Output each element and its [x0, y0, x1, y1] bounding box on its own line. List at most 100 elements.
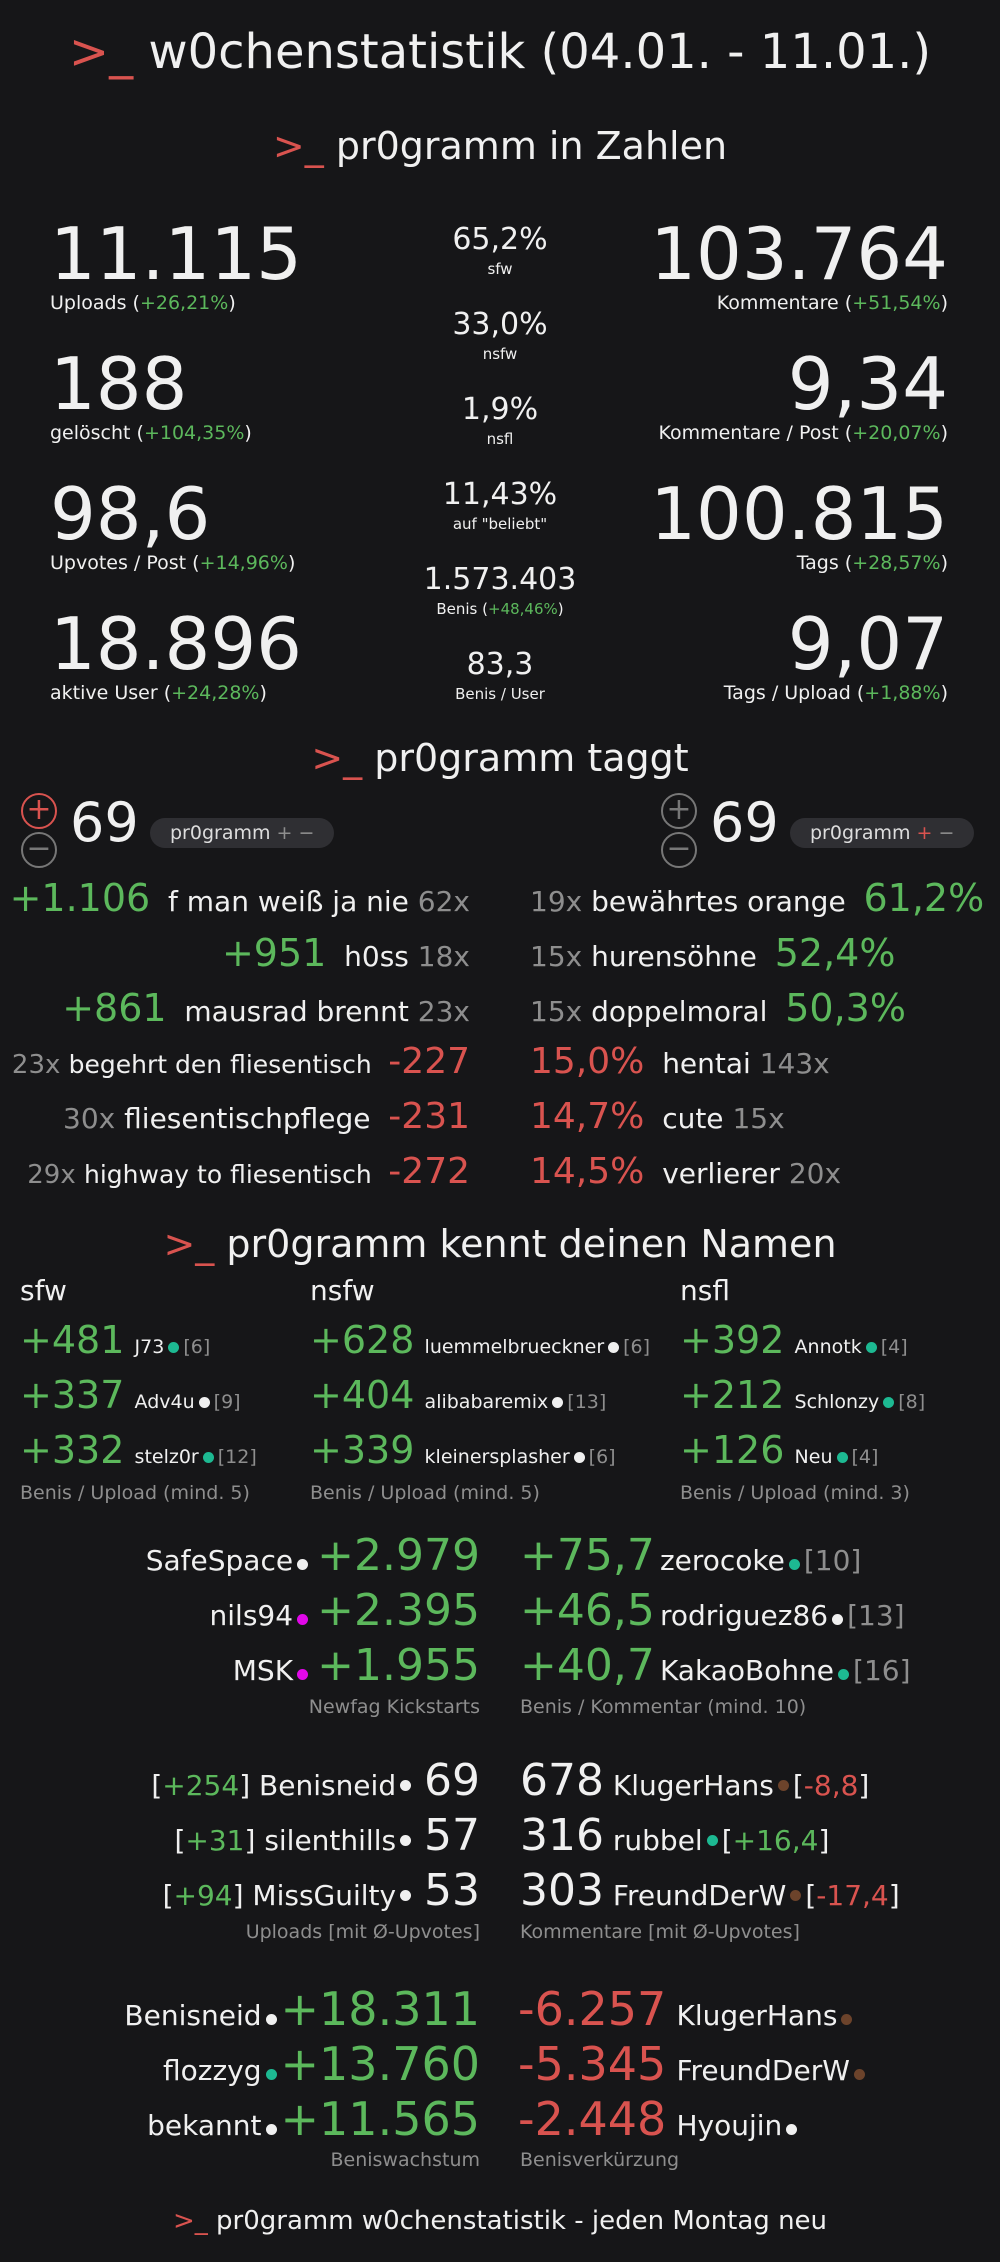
stat-benis-user-label: Benis / User	[455, 685, 545, 703]
user-status-icon	[400, 1835, 412, 1846]
stat-uploads-label: Uploads (+26,21%)	[50, 292, 236, 314]
tag-pill[interactable]: pr0gramm + −	[790, 818, 975, 848]
user-row: +481 J73 [6]	[20, 1318, 211, 1362]
stat-benis-label: Benis (+48,46%)	[436, 600, 564, 618]
namen-nsfw-caption: Benis / Upload (mind. 5)	[310, 1482, 540, 1504]
user-status-icon	[265, 2013, 277, 2025]
user-row: +332 stelz0r [12]	[20, 1428, 257, 1472]
user-status-icon	[297, 1613, 309, 1625]
user-status-icon	[573, 1451, 585, 1463]
benis-kommentar-row: +46,5 rodriguez86 [13]	[520, 1585, 905, 1636]
user-status-icon	[777, 1780, 789, 1791]
user-status-icon	[883, 1396, 895, 1408]
stat-kommentare-value: 103.764	[650, 212, 948, 296]
tag-row-left: +951 h0ss 18x	[221, 931, 470, 975]
user-status-icon	[838, 1668, 850, 1680]
user-status-icon	[168, 1341, 180, 1353]
stat-aktive-user-value: 18.896	[50, 602, 302, 686]
stat-tags-label: Tags (+28,57%)	[796, 552, 948, 574]
user-status-icon	[198, 1396, 210, 1408]
wachstum-row: Benisneid +18.311	[124, 1982, 480, 2036]
user-status-icon	[841, 2013, 853, 2025]
section-namen-heading: >_ pr0gramm kennt deinen Namen	[163, 1222, 837, 1266]
upvote-icon[interactable]: +	[661, 793, 697, 829]
tag-row-left: 30x fliesentischpflege -231	[63, 1096, 470, 1137]
stat-nsfw-value: 33,0%	[452, 307, 548, 342]
stat-nsfl-label: nsfl	[486, 430, 514, 448]
stat-sfw-value: 65,2%	[452, 222, 548, 257]
kommentare-rank-caption: Kommentare [mit Ø-Upvotes]	[520, 1921, 800, 1943]
verkuerzung-row: -6.257 KlugerHans	[518, 1982, 856, 2036]
uploads-rank-caption: Uploads [mit Ø-Upvotes]	[245, 1921, 480, 1943]
user-row: +337 Adv4u [9]	[20, 1373, 241, 1417]
stat-tags-upload-value: 9,07	[787, 602, 948, 686]
user-status-icon	[788, 1558, 800, 1570]
stat-benis-value: 1.573.403	[423, 562, 577, 597]
stat-upvotes-post-label: Upvotes / Post (+14,96%)	[50, 552, 296, 574]
stat-kommentare-label: Kommentare (+51,54%)	[716, 292, 948, 314]
kommentare-rank-row: 316 rubbel [+16,4]	[520, 1810, 830, 1861]
stat-benis-user-value: 83,3	[466, 647, 534, 682]
user-status-icon	[706, 1835, 718, 1846]
kickstarts-caption: Newfag Kickstarts	[308, 1696, 480, 1718]
tag-row-right: 14,7% cute 15x	[530, 1096, 785, 1137]
namen-nsfl-caption: Benis / Upload (mind. 3)	[680, 1482, 910, 1504]
user-status-icon	[853, 2068, 865, 2080]
tag-row-right: 15,0% hentai 143x	[530, 1041, 830, 1082]
stat-tags-upload-label: Tags / Upload (+1,88%)	[723, 682, 948, 704]
user-status-icon	[400, 1780, 412, 1791]
tag-row-left: 23x begehrt den fliesentisch -227	[11, 1041, 470, 1082]
benis-kommentar-row: +40,7 KakaoBohne [16]	[520, 1640, 911, 1691]
stat-aktive-user-label: aktive User (+24,28%)	[50, 682, 267, 704]
user-status-icon	[265, 2123, 277, 2135]
user-status-icon	[836, 1451, 848, 1463]
namen-nsfl-title: nsfl	[680, 1274, 730, 1307]
user-row: +339 kleinersplasher [6]	[310, 1428, 616, 1472]
tag-vote-count: 69	[710, 791, 779, 854]
wachstum-caption: Beniswachstum	[330, 2149, 480, 2171]
tag-row-right: 14,5% verlierer 20x	[530, 1151, 842, 1192]
user-row: +392 Annotk [4]	[680, 1318, 908, 1362]
user-row: +404 alibabaremix [13]	[310, 1373, 607, 1417]
user-row: +212 Schlonzy [8]	[680, 1373, 926, 1417]
stat-beliebt-value: 11,43%	[442, 477, 558, 512]
user-status-icon	[790, 1890, 802, 1901]
tag-row-right: 15x hurensöhne 52,4%	[530, 931, 896, 975]
benis-kommentar-caption: Benis / Kommentar (mind. 10)	[520, 1696, 807, 1718]
benis-kommentar-row: +75,7 zerocoke [10]	[520, 1530, 862, 1581]
wachstum-row: flozzyg +13.760	[162, 2037, 480, 2091]
downvote-icon[interactable]: −	[661, 832, 697, 868]
footer: >_ pr0gramm w0chenstatistik - jeden Mont…	[172, 2206, 828, 2236]
section-zahlen-heading: >_ pr0gramm in Zahlen	[272, 124, 728, 168]
stat-upvotes-post-value: 98,6	[50, 472, 211, 556]
uploads-rank-row: [+94] MissGuilty 53	[162, 1865, 480, 1916]
stat-nsfl-value: 1,9%	[461, 392, 539, 427]
tag-row-left: 29x highway to fliesentisch -272	[27, 1151, 470, 1192]
user-status-icon	[786, 2123, 798, 2135]
user-status-icon	[202, 1451, 214, 1463]
stat-tags-value: 100.815	[650, 472, 948, 556]
kickstart-row: SafeSpace +2.979	[145, 1530, 480, 1581]
stat-sfw-label: sfw	[487, 260, 513, 278]
user-status-icon	[832, 1613, 844, 1625]
stat-beliebt-label: auf "beliebt"	[452, 515, 548, 533]
user-status-icon	[552, 1396, 564, 1408]
upvote-icon[interactable]: +	[21, 793, 57, 829]
kickstart-row: nils94 +2.395	[209, 1585, 480, 1636]
tag-pill[interactable]: pr0gramm + −	[150, 818, 335, 848]
uploads-rank-row: [+31] silenthills 57	[174, 1810, 480, 1861]
namen-sfw-title: sfw	[20, 1274, 67, 1307]
user-status-icon	[297, 1668, 309, 1680]
stat-kommentare-post-value: 9,34	[787, 342, 948, 426]
section-taggt-heading: >_ pr0gramm taggt	[311, 736, 689, 780]
user-status-icon	[400, 1890, 412, 1901]
namen-sfw-caption: Benis / Upload (mind. 5)	[20, 1482, 250, 1504]
kommentare-rank-row: 678 KlugerHans [-8,8]	[520, 1755, 870, 1806]
stat-nsfw-label: nsfw	[482, 345, 518, 363]
kickstart-row: MSK +1.955	[232, 1640, 480, 1691]
namen-nsfw-title: nsfw	[310, 1274, 375, 1307]
verkuerzung-row: -2.448 Hyoujin	[518, 2092, 801, 2146]
stat-kommentare-post-label: Kommentare / Post (+20,07%)	[658, 422, 948, 444]
downvote-icon[interactable]: −	[21, 832, 57, 868]
tag-row-left: +861 mausrad brennt 23x	[62, 986, 470, 1030]
